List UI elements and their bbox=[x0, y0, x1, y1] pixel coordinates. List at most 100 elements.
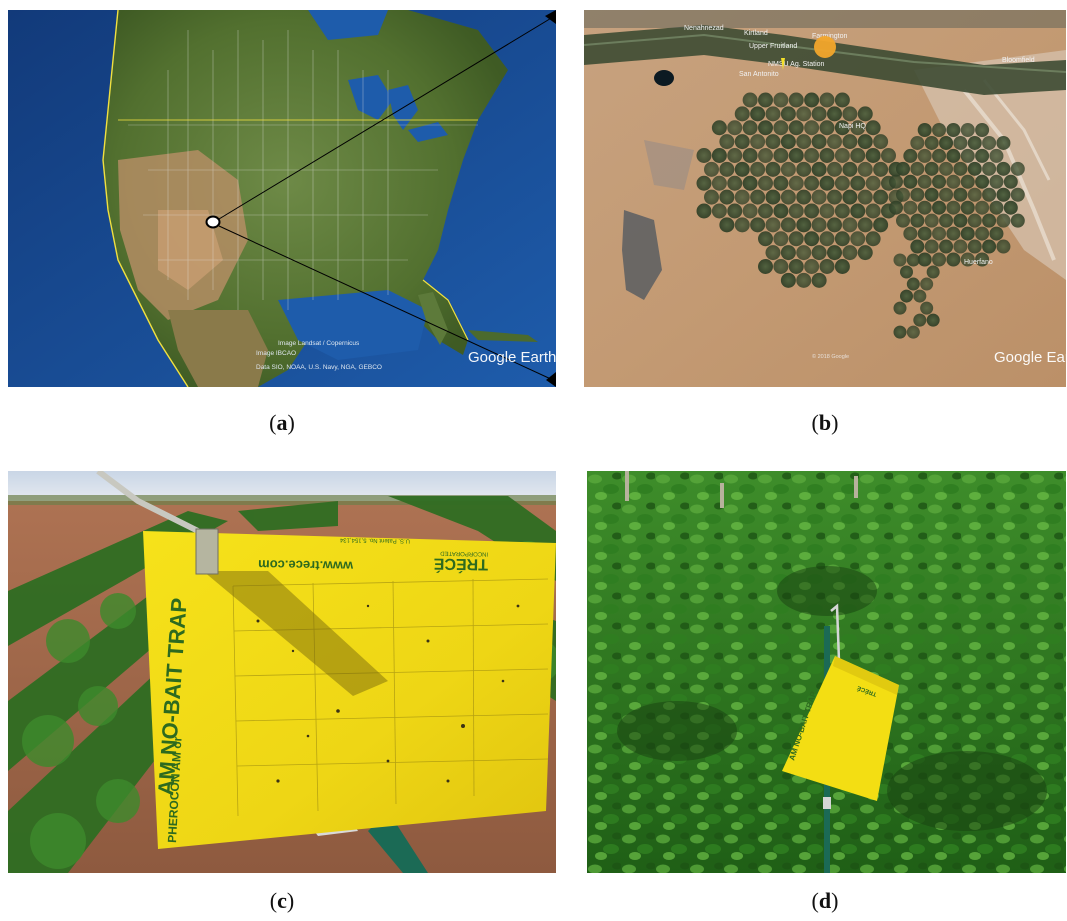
crop-circle bbox=[939, 135, 954, 150]
crop-circle bbox=[819, 231, 835, 247]
callout-arrowhead-lower bbox=[546, 372, 556, 387]
crop-circle bbox=[865, 148, 881, 163]
crop-circle bbox=[996, 135, 1011, 150]
crop-circle bbox=[711, 148, 727, 163]
crop-circle bbox=[989, 148, 1004, 163]
crop-circle bbox=[750, 106, 766, 122]
panel-d-photo: AM NO-BAIT TRAP TRÉCÉ bbox=[587, 471, 1066, 873]
label-upper-fruitland: Upper Fruitland bbox=[749, 43, 797, 50]
crop-circle bbox=[819, 92, 835, 108]
label-nmsu-station: NMSU Ag. Station bbox=[768, 61, 825, 68]
crop-circle bbox=[896, 161, 910, 176]
label-napi-hq: Napi HQ bbox=[839, 123, 866, 130]
caption-open-paren: ( bbox=[269, 888, 278, 913]
crop-circle bbox=[834, 231, 850, 247]
trap-prefix: PHEROCON AM or bbox=[165, 736, 185, 843]
crop-circle bbox=[842, 134, 858, 150]
crop-circle bbox=[796, 189, 812, 205]
trap-wire bbox=[830, 603, 841, 662]
crop-circle bbox=[1010, 161, 1025, 176]
caption-open-paren: ( bbox=[811, 410, 819, 435]
crop-circle bbox=[773, 259, 789, 274]
crop-circle bbox=[857, 245, 873, 261]
crop-circle bbox=[719, 189, 735, 205]
crop-circle bbox=[903, 174, 918, 189]
crop-circle bbox=[906, 253, 920, 267]
crop-circle bbox=[842, 217, 858, 233]
crop-circle bbox=[939, 239, 954, 254]
crop-circle bbox=[758, 231, 773, 247]
crop-circle bbox=[827, 217, 842, 233]
crop-circle bbox=[780, 189, 796, 205]
crop-circle bbox=[696, 175, 712, 191]
crop-circle bbox=[842, 106, 858, 122]
crop-circle bbox=[920, 301, 934, 315]
crop-circle bbox=[913, 313, 927, 327]
crop-circle bbox=[773, 175, 789, 191]
caption-open-paren: ( bbox=[811, 888, 819, 913]
crop-circle bbox=[796, 272, 812, 288]
crop-circle bbox=[893, 325, 907, 339]
crop-circle bbox=[975, 252, 990, 267]
crop-circle bbox=[1010, 213, 1025, 228]
crop-circle bbox=[850, 120, 866, 136]
crop-circle bbox=[932, 200, 947, 215]
crop-circle bbox=[946, 226, 961, 241]
crop-circle bbox=[734, 106, 750, 122]
crop-circle bbox=[857, 106, 873, 122]
attribution-line-1: Image Landsat / Copernicus bbox=[278, 340, 360, 347]
crop-circle bbox=[758, 203, 773, 219]
crop-circle bbox=[996, 161, 1011, 176]
crop-circle bbox=[765, 106, 781, 122]
crop-circle bbox=[827, 106, 842, 122]
crop-circle bbox=[804, 120, 820, 136]
crop-circle bbox=[711, 203, 727, 219]
crop-circle bbox=[960, 200, 975, 215]
crop-circle bbox=[960, 226, 975, 241]
crop-circle bbox=[827, 134, 842, 150]
crop-circle bbox=[834, 148, 850, 163]
yellow-sticky-trap bbox=[782, 656, 899, 801]
trap-wire bbox=[96, 471, 200, 534]
crop-circle bbox=[873, 161, 889, 177]
crop-circle bbox=[960, 252, 975, 267]
trap-fine-print: U.S. Patent No. 5,154,134 bbox=[339, 536, 410, 543]
crop-circle bbox=[780, 106, 796, 122]
caption-letter: a bbox=[276, 410, 288, 435]
crop-circle bbox=[953, 187, 968, 202]
crop-circle bbox=[917, 148, 932, 163]
crop-circle bbox=[727, 203, 743, 219]
crop-circle bbox=[953, 135, 968, 150]
crop-circle bbox=[850, 148, 866, 163]
crop-circle bbox=[881, 148, 896, 163]
caption-letter: d bbox=[818, 888, 832, 913]
crop-circle bbox=[727, 148, 743, 163]
crop-circle bbox=[804, 148, 820, 163]
crop-circle bbox=[896, 187, 910, 202]
crop-circle bbox=[953, 161, 968, 176]
caption-c: (c) bbox=[252, 888, 312, 914]
panel-c-photo: TRÉCÉ INCORPORATED www.trece.com U.S. Pa… bbox=[8, 471, 556, 873]
crop-circle bbox=[719, 161, 735, 177]
crop-circle bbox=[780, 245, 796, 261]
google-earth-watermark: Google Earth bbox=[468, 349, 556, 366]
crop-circle bbox=[924, 135, 939, 150]
crop-circle bbox=[742, 120, 758, 136]
crop-circle bbox=[773, 203, 789, 219]
crop-circle bbox=[893, 301, 907, 315]
crop-circle bbox=[865, 203, 881, 219]
crop-circle bbox=[734, 189, 750, 205]
crop-circle bbox=[742, 203, 758, 219]
crop-circle bbox=[765, 134, 781, 150]
caption-close-paren: ) bbox=[831, 410, 839, 435]
crop-circle bbox=[917, 123, 932, 137]
crop-circle bbox=[917, 174, 932, 189]
crop-circle bbox=[734, 134, 750, 150]
crop-circle bbox=[780, 272, 796, 288]
crop-circle bbox=[704, 161, 719, 177]
metal-clip-top bbox=[195, 528, 219, 575]
crop-circle bbox=[811, 245, 827, 261]
crop-circle bbox=[750, 161, 766, 177]
crop-circle bbox=[734, 161, 750, 177]
crop-circle bbox=[796, 161, 812, 177]
